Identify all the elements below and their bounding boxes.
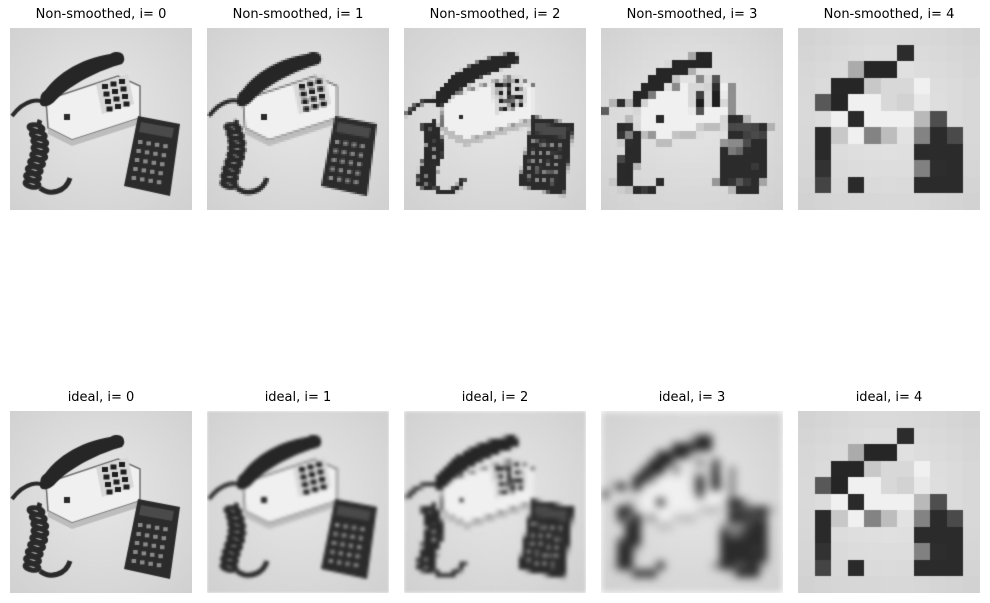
panel-title: Non-smoothed, i= 4 <box>823 7 955 22</box>
telephone-image <box>798 411 980 593</box>
telephone-image <box>404 28 586 210</box>
telephone-image <box>207 28 389 210</box>
panel-title: ideal, i= 4 <box>855 390 923 405</box>
telephone-image <box>601 28 783 210</box>
panel-title: ideal, i= 0 <box>67 390 135 405</box>
telephone-image <box>10 411 192 593</box>
panel-title: ideal, i= 3 <box>658 390 726 405</box>
panel-title: Non-smoothed, i= 3 <box>626 7 758 22</box>
telephone-image <box>207 411 389 593</box>
telephone-image <box>798 28 980 210</box>
panel-title: ideal, i= 1 <box>264 390 332 405</box>
telephone-image <box>404 411 586 593</box>
panel-title: Non-smoothed, i= 2 <box>429 7 561 22</box>
panel-title: ideal, i= 2 <box>461 390 529 405</box>
telephone-image <box>601 411 783 593</box>
panel-title: Non-smoothed, i= 0 <box>35 7 167 22</box>
telephone-image <box>10 28 192 210</box>
panel-title: Non-smoothed, i= 1 <box>232 7 364 22</box>
